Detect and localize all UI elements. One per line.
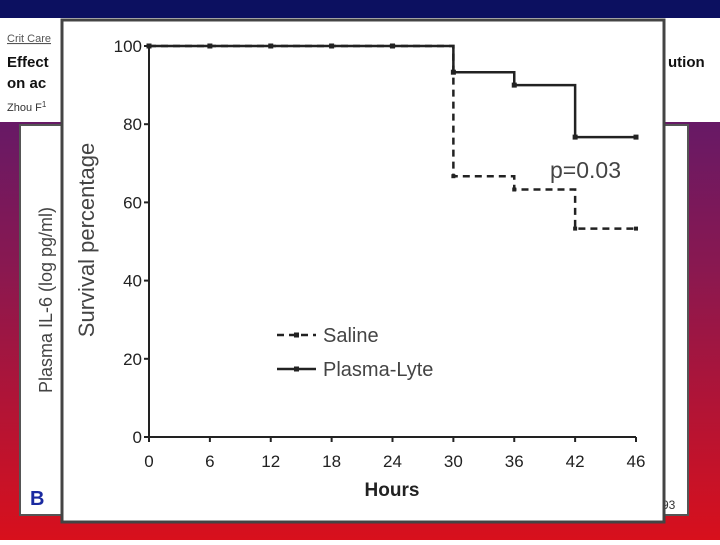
point xyxy=(634,226,638,231)
point xyxy=(572,134,578,140)
y-tick-label: 20 xyxy=(123,350,142,369)
author-sup: 1 xyxy=(42,100,47,109)
title: ution xyxy=(668,54,705,71)
y-axis-title: Survival percentage xyxy=(74,143,99,337)
y-tick-label: 0 xyxy=(133,428,142,447)
authors: Zhou F1 xyxy=(7,100,47,114)
y-tick-label: 80 xyxy=(123,115,142,134)
annotation: p=0.03 xyxy=(550,157,621,183)
x-tick-label: 6 xyxy=(205,452,214,471)
x-tick-label: 18 xyxy=(322,452,341,471)
panel-y-label: Plasma IL-6 (log pg/ml) xyxy=(36,207,56,393)
point xyxy=(512,187,517,192)
author: Zhou F xyxy=(7,102,42,114)
x-tick-label: 12 xyxy=(261,452,280,471)
x-tick-label: 0 xyxy=(144,452,153,471)
point xyxy=(450,69,456,75)
x-tick-label: 42 xyxy=(566,452,585,471)
x-tick-label: 24 xyxy=(383,452,402,471)
top-bar xyxy=(0,0,720,18)
y-tick-label: 40 xyxy=(123,272,142,291)
legend-label: Plasma-Lyte xyxy=(323,359,433,381)
title: Effect xyxy=(7,54,49,71)
point xyxy=(511,82,517,88)
x-tick-label: 30 xyxy=(444,452,463,471)
title: on ac xyxy=(7,75,46,92)
point xyxy=(146,43,152,49)
x-tick-label: 36 xyxy=(505,452,524,471)
legend-marker xyxy=(294,366,299,372)
legend-marker xyxy=(294,332,299,338)
legend-label: Saline xyxy=(323,325,379,347)
figure-panel xyxy=(60,18,666,524)
point xyxy=(268,43,274,49)
x-axis-title: Hours xyxy=(365,480,420,501)
x-tick-label: 46 xyxy=(627,452,646,471)
point xyxy=(390,43,395,49)
journal: Crit Care xyxy=(7,33,51,45)
y-tick-label: 100 xyxy=(114,37,142,56)
point xyxy=(573,226,578,231)
y-tick-label: 60 xyxy=(123,193,142,212)
panel-label: B xyxy=(30,488,44,510)
point xyxy=(207,43,213,49)
point xyxy=(451,174,456,179)
point xyxy=(329,43,335,49)
point xyxy=(633,134,639,140)
survival-line xyxy=(149,44,636,139)
